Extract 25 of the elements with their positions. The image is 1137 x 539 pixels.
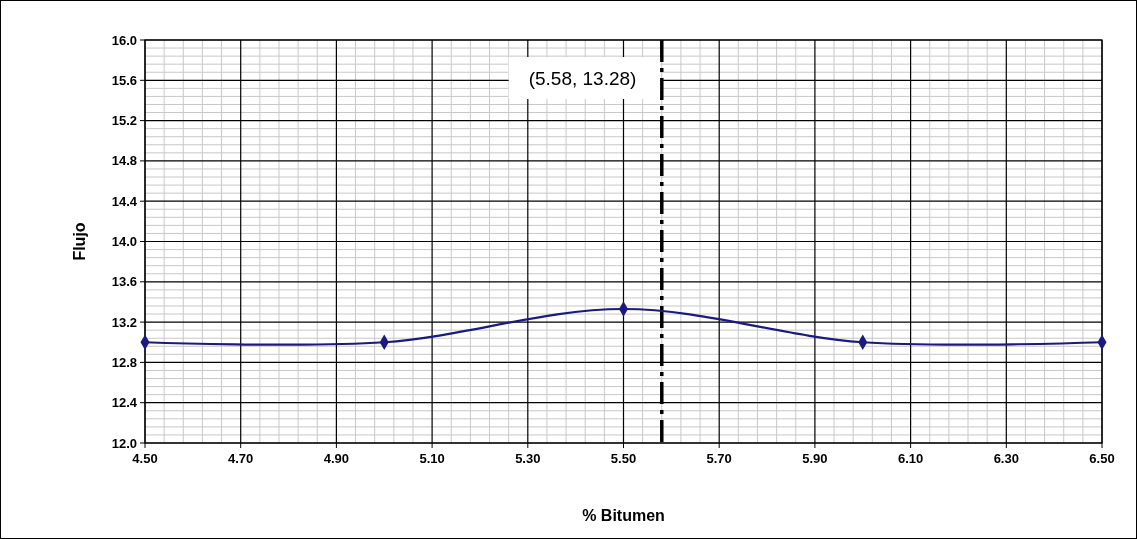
y-tick-label: 15.6 — [111, 72, 137, 88]
y-tick-label: 14.0 — [111, 234, 137, 250]
x-tick-label: 4.90 — [323, 451, 350, 466]
x-axis-title: % Bitumen — [582, 507, 665, 524]
y-tick-label: 12.0 — [111, 435, 137, 451]
y-tick-label: 13.6 — [111, 274, 137, 290]
x-tick-label: 4.70 — [228, 451, 254, 466]
y-axis-title: Flujo — [71, 222, 88, 261]
y-tick-label: 14.4 — [111, 193, 138, 209]
x-tick-label: 6.10 — [897, 451, 924, 466]
x-tick-label: 5.50 — [610, 451, 637, 466]
y-tick-label: 14.8 — [111, 153, 137, 169]
x-tick-label: 4.50 — [132, 451, 158, 466]
y-tick-label: 13.2 — [111, 314, 137, 330]
x-tick-label: 5.90 — [802, 451, 828, 466]
y-tick-label: 16.0 — [111, 32, 137, 48]
y-tick-label: 15.2 — [111, 113, 137, 129]
y-tick-label: 12.8 — [111, 354, 137, 370]
annotation: (5.58, 13.28) — [528, 67, 637, 89]
y-tick-label: 12.4 — [111, 395, 138, 411]
x-tick-label: 5.30 — [515, 451, 541, 466]
x-tick-label: 5.70 — [706, 451, 732, 466]
x-tick-label: 6.30 — [993, 451, 1019, 466]
x-tick-label: 6.50 — [1089, 451, 1115, 466]
x-tick-label: 5.10 — [419, 451, 445, 466]
